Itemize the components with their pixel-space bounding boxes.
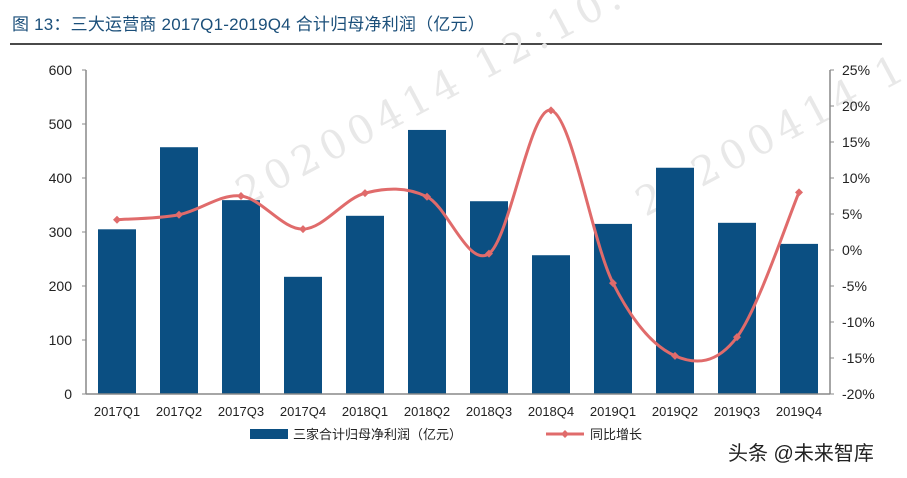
bar-2018Q4 — [532, 255, 570, 394]
left-tick-label: 200 — [49, 278, 73, 294]
x-tick-label: 2018Q2 — [404, 404, 450, 419]
bar-2017Q2 — [160, 147, 198, 394]
line-marker — [175, 210, 183, 219]
bar-2019Q4 — [780, 243, 818, 394]
x-tick-label: 2018Q3 — [466, 404, 512, 419]
x-tick-label: 2019Q1 — [590, 404, 636, 419]
legend-bar-swatch — [250, 429, 288, 439]
line-marker — [423, 192, 431, 201]
x-tick-label: 2017Q3 — [218, 404, 264, 419]
right-tick-label: -10% — [842, 314, 875, 330]
x-tick-label: 2017Q1 — [94, 404, 140, 419]
left-tick-label: 100 — [49, 332, 73, 348]
x-tick-label: 2017Q4 — [280, 404, 326, 419]
left-tick-label: 400 — [49, 170, 73, 186]
legend: 三家合计归母净利润（亿元） 同比增长 — [250, 427, 642, 442]
x-tick-label: 2019Q3 — [714, 404, 760, 419]
right-tick-label: 0% — [842, 242, 862, 258]
right-tick-label: 10% — [842, 170, 870, 186]
growth-line — [116, 108, 801, 363]
line-marker — [361, 189, 369, 198]
right-tick-label: 20% — [842, 98, 870, 114]
left-tick-label: 300 — [49, 224, 73, 240]
legend-label-profit: 三家合计归母净利润（亿元） — [293, 427, 462, 442]
x-tick-label: 2019Q2 — [652, 404, 698, 419]
bar-2019Q3 — [718, 222, 756, 394]
bar-2018Q1 — [346, 215, 384, 394]
source-credit: 头条 @未来智库 — [728, 443, 874, 465]
line-marker — [113, 215, 121, 224]
x-tick-label: 2017Q2 — [156, 404, 202, 419]
bar-2017Q3 — [222, 200, 260, 394]
bar-2017Q1 — [98, 229, 136, 394]
bar-2018Q2 — [408, 129, 446, 394]
line-marker — [485, 249, 493, 258]
right-tick-label: -5% — [842, 278, 867, 294]
line-marker — [671, 351, 679, 360]
line-marker — [733, 333, 741, 342]
right-tick-label: -15% — [842, 350, 875, 366]
chart-title: 图 13：三大运营商 2017Q1-2019Q4 合计归母净利润（亿元） — [12, 15, 485, 34]
legend-label-growth: 同比增长 — [590, 427, 642, 442]
line-marker — [547, 106, 555, 115]
x-tick-label: 2018Q1 — [342, 404, 388, 419]
line-marker — [299, 225, 307, 234]
line-marker — [795, 188, 803, 197]
x-tick-label: 2019Q4 — [776, 404, 822, 419]
right-tick-label: 15% — [842, 134, 870, 150]
left-tick-label: 500 — [49, 116, 73, 132]
right-tick-label: 25% — [842, 62, 870, 78]
left-tick-label: 600 — [49, 62, 73, 78]
line-marker — [609, 279, 617, 288]
right-tick-label: -20% — [842, 386, 875, 402]
left-tick-label: 0 — [64, 386, 72, 402]
title-divider — [10, 43, 882, 45]
right-tick-label: 5% — [842, 206, 862, 222]
line-marker — [237, 192, 245, 200]
x-tick-label: 2018Q4 — [528, 404, 574, 419]
bar-2017Q4 — [284, 276, 322, 394]
